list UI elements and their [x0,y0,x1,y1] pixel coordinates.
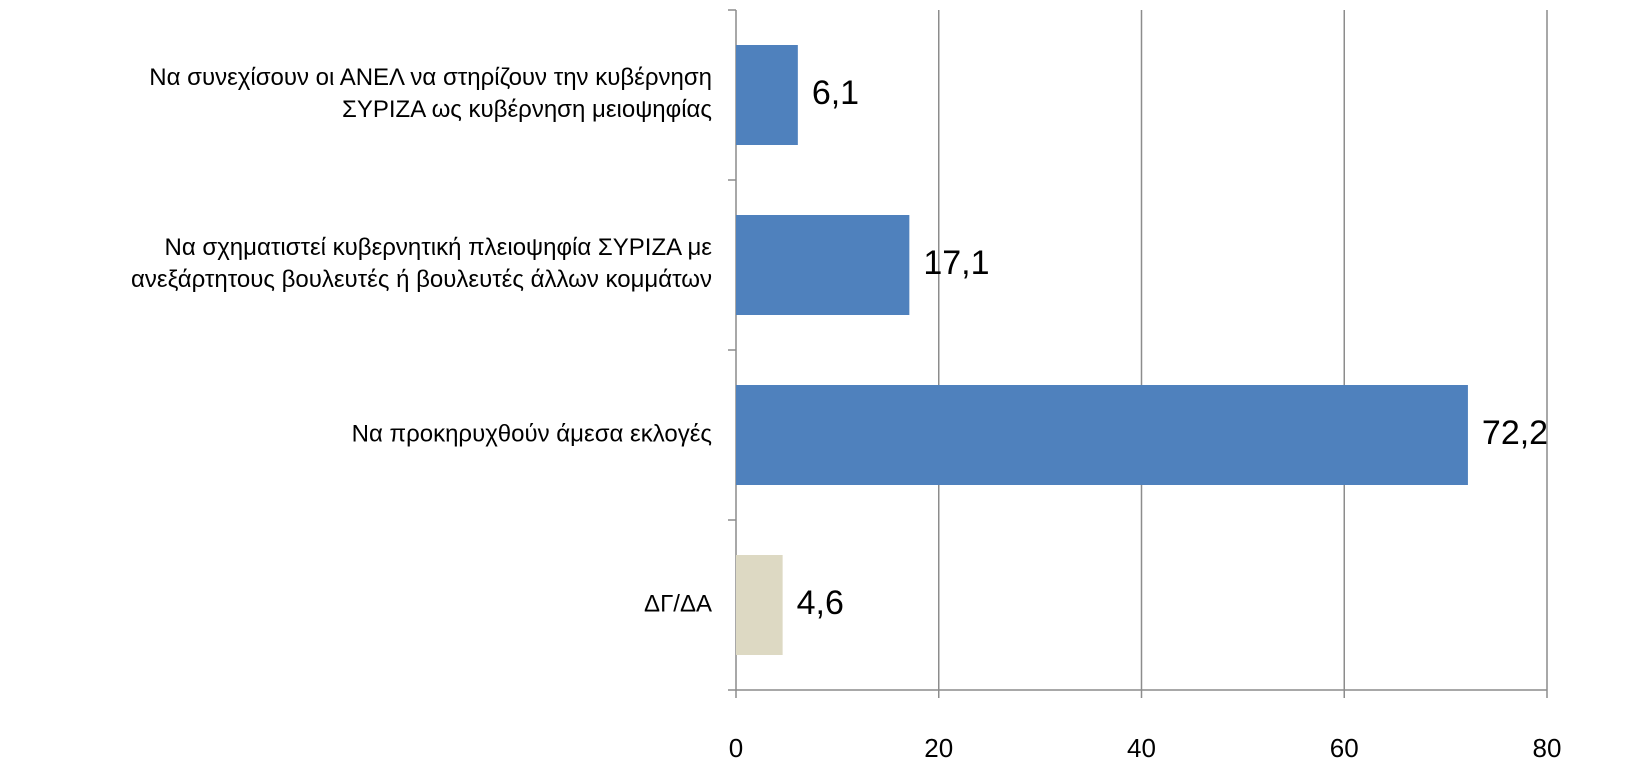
x-tick-label: 20 [924,733,953,763]
bar [736,215,910,315]
value-label: 72,2 [1482,414,1548,452]
y-tick-label: Να προκηρυχθούν άμεσα εκλογές [352,420,712,447]
value-label: 17,1 [923,244,989,282]
x-tick-label: 60 [1330,733,1359,763]
value-label: 4,6 [797,584,844,622]
bar [736,45,798,145]
bar [736,555,783,655]
y-tick-label: ΔΓ/ΔΑ [644,590,712,617]
x-tick-label: 80 [1533,733,1562,763]
bar [736,385,1468,485]
x-tick-label: 40 [1127,733,1156,763]
y-tick-label: Να σχηματιστεί κυβερνητική πλειοψηφία ΣΥ… [131,234,712,293]
x-tick-label: 0 [729,733,743,763]
y-tick-label: Να συνεχίσουν οι ΑΝΕΛ να στηρίζουν την κ… [149,64,712,123]
value-label: 6,1 [812,74,859,112]
